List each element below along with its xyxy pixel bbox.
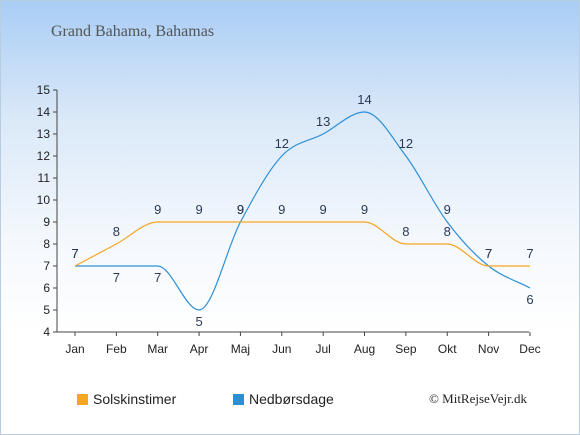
data-label-sunshine: 7 xyxy=(485,246,492,261)
data-label-rain-days: 7 xyxy=(113,270,120,285)
data-label-rain-days: 9 xyxy=(444,202,451,217)
series-line-sunshine xyxy=(74,221,530,267)
data-label-rain-days: 13 xyxy=(316,114,330,129)
data-label-rain-days: 6 xyxy=(526,292,533,307)
x-tick-label: Maj xyxy=(231,342,250,356)
credit-link[interactable]: © MitRejseVejr.dk xyxy=(429,391,527,406)
data-label-sunshine: 8 xyxy=(113,224,120,239)
data-label-rain-days: 5 xyxy=(195,314,202,329)
x-tick-label: Okt xyxy=(438,342,457,356)
y-tick-label: 6 xyxy=(43,281,50,295)
legend-swatch-sunshine xyxy=(77,394,88,405)
x-tick-label: Feb xyxy=(106,342,127,356)
data-label-sunshine: 9 xyxy=(320,202,327,217)
y-tick-label: 9 xyxy=(43,215,50,229)
data-label-sunshine: 9 xyxy=(195,202,202,217)
data-label-rain-days: 12 xyxy=(399,136,413,151)
x-tick-label: Dec xyxy=(519,342,540,356)
legend-label-rain-days: Nedbørsdage xyxy=(249,391,334,407)
y-tick-label: 10 xyxy=(37,193,51,207)
data-label-sunshine: 9 xyxy=(237,202,244,217)
data-label-rain-days: 7 xyxy=(154,270,161,285)
y-tick-label: 13 xyxy=(37,127,51,141)
y-tick-label: 4 xyxy=(43,325,50,339)
y-tick-label: 15 xyxy=(37,83,51,97)
series-line-rain-days xyxy=(74,111,531,311)
legend-swatch-rain-days xyxy=(233,394,244,405)
data-label-sunshine: 9 xyxy=(154,202,161,217)
data-label-sunshine: 8 xyxy=(444,224,451,239)
data-label-sunshine: 7 xyxy=(526,246,533,261)
data-label-rain-days: 7 xyxy=(71,246,78,261)
x-tick-label: Apr xyxy=(190,342,209,356)
y-tick-label: 11 xyxy=(38,171,51,185)
y-tick-label: 12 xyxy=(37,149,51,163)
x-tick-label: Jul xyxy=(315,342,330,356)
data-label-sunshine: 8 xyxy=(402,224,409,239)
data-label-sunshine: 9 xyxy=(361,202,368,217)
x-tick-label: Jun xyxy=(272,342,291,356)
y-tick-label: 14 xyxy=(37,105,51,119)
x-tick-label: Mar xyxy=(147,342,168,356)
data-label-sunshine: 7 xyxy=(71,246,78,261)
data-label-rain-days: 12 xyxy=(275,136,289,151)
y-tick-label: 8 xyxy=(43,237,50,251)
data-label-sunshine: 9 xyxy=(278,202,285,217)
legend-label-sunshine: Solskinstimer xyxy=(93,391,177,407)
x-tick-label: Aug xyxy=(354,342,375,356)
x-tick-label: Nov xyxy=(478,342,499,356)
data-label-rain-days: 7 xyxy=(485,246,492,261)
chart-title: Grand Bahama, Bahamas xyxy=(51,23,215,40)
y-tick-label: 5 xyxy=(43,303,50,317)
x-tick-label: Jan xyxy=(65,342,84,356)
legend-item-sunshine: Solskinstimer xyxy=(77,391,176,407)
data-label-rain-days: 14 xyxy=(357,92,371,107)
y-tick-label: 7 xyxy=(43,259,50,273)
legend-item-rain-days: Nedbørsdage xyxy=(233,391,334,407)
data-label-rain-days: 9 xyxy=(237,202,244,217)
x-tick-label: Sep xyxy=(395,342,417,356)
